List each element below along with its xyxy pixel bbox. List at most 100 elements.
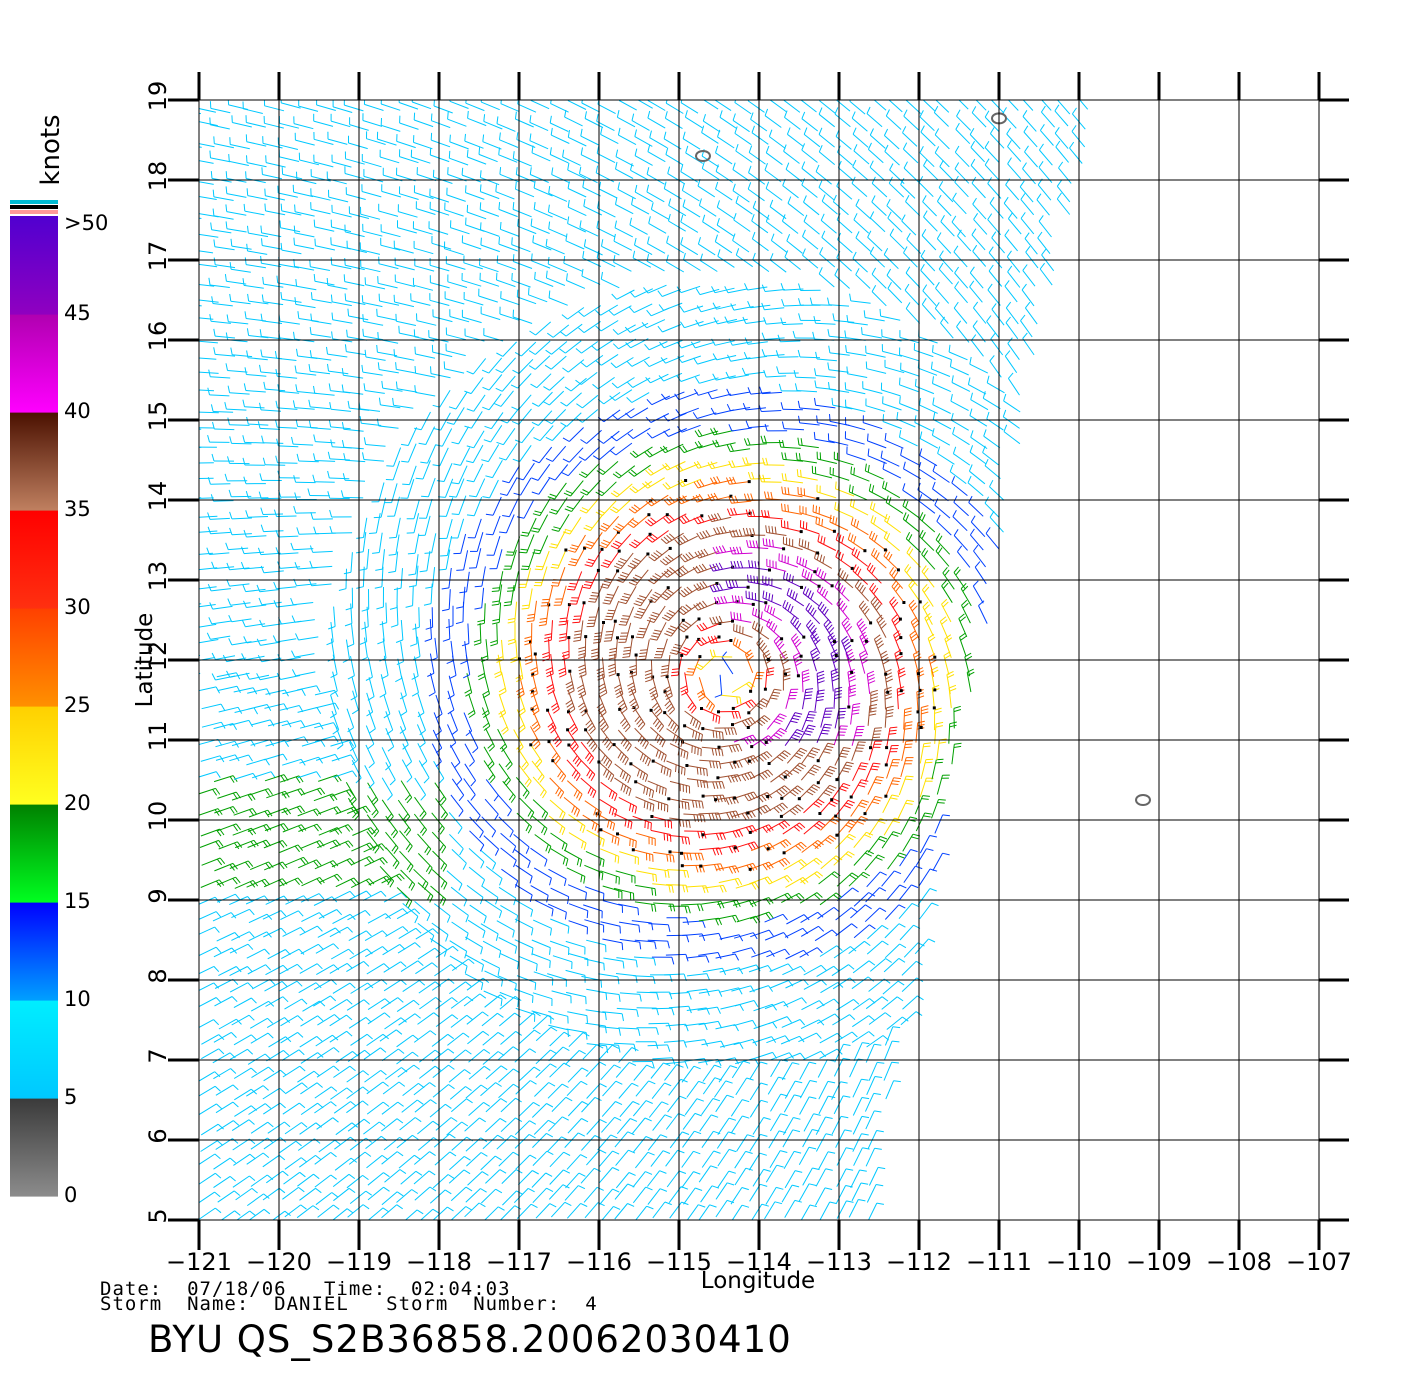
- wind-barb-feather: [407, 845, 413, 853]
- wind-barb-feather: [216, 829, 222, 837]
- wind-barb: [500, 711, 509, 730]
- wind-barb: [199, 603, 202, 605]
- wind-barb-feather: [679, 556, 686, 563]
- wind-barb-feather: [524, 792, 530, 799]
- wind-barb: [682, 798, 703, 802]
- wind-barb: [199, 1085, 216, 1097]
- wind-barb: [783, 997, 803, 1007]
- wind-barb: [785, 949, 804, 960]
- wind-barb: [614, 777, 632, 790]
- wind-barb-feather: [960, 635, 967, 641]
- wind-barb: [769, 980, 789, 989]
- wind-barb-feather: [726, 812, 731, 820]
- wind-barb: [586, 939, 606, 946]
- wind-barb: [702, 781, 723, 783]
- wind-barb: [243, 551, 265, 555]
- wind-barb: [330, 622, 334, 643]
- wind-barb: [216, 1120, 234, 1132]
- wind-barb-feather: [731, 915, 737, 923]
- wind-barb-feather: [603, 599, 612, 602]
- wind-barb: [625, 606, 635, 626]
- wind-barb-feather: [867, 677, 875, 681]
- wind-barb: [247, 823, 267, 832]
- wind-barb-feather: [604, 1012, 607, 1021]
- wind-barb: [647, 1170, 660, 1187]
- wind-barb-feather: [658, 786, 661, 794]
- wind-barb-feather: [768, 911, 774, 919]
- wind-barb: [247, 704, 268, 710]
- wind-barb-feather: [738, 760, 743, 768]
- wind-barb: [766, 565, 787, 572]
- wind-barb-feather: [609, 647, 617, 651]
- wind-barb-feather: [362, 1174, 369, 1181]
- wind-barb-feather: [703, 768, 705, 776]
- wind-barb-feather: [211, 673, 216, 681]
- wind-barb-feather: [527, 617, 535, 620]
- wind-barb-feather: [472, 747, 479, 754]
- wind-barb: [233, 1067, 252, 1079]
- wind-barb-feather: [639, 723, 646, 731]
- rain-flag: [600, 547, 604, 551]
- wind-barb-feather: [628, 582, 636, 586]
- wind-barb-feather: [699, 582, 705, 589]
- wind-barb: [715, 796, 736, 801]
- wind-barb-feather: [654, 904, 657, 912]
- wind-barb: [817, 906, 835, 920]
- colorbar-tick-label: 15: [64, 889, 91, 913]
- wind-barb: [734, 1167, 747, 1186]
- wind-barb-feather: [823, 726, 831, 729]
- wind-barb-feather: [232, 1084, 239, 1091]
- wind-barb-feather: [432, 1208, 440, 1214]
- wind-barb-feather: [544, 859, 548, 867]
- wind-barb: [684, 672, 689, 693]
- wind-barb: [682, 1130, 695, 1148]
- wind-barb-feather: [464, 951, 468, 959]
- wind-barb-feather: [904, 707, 912, 710]
- wind-barb: [782, 965, 801, 976]
- wind-barb: [665, 553, 683, 566]
- wind-barb-feather: [602, 726, 609, 733]
- wind-barb-feather: [583, 545, 592, 550]
- wind-barb: [781, 804, 798, 817]
- wind-barb: [468, 866, 485, 881]
- wind-barb-feather: [611, 835, 614, 843]
- wind-barb-feather: [696, 602, 702, 610]
- wind-barb: [686, 1204, 699, 1220]
- wind-barb-feather: [809, 1204, 818, 1208]
- wind-barb-feather: [870, 596, 876, 603]
- wind-barb-feather: [575, 774, 581, 782]
- wind-barb: [426, 550, 431, 571]
- wind-barb-feather: [395, 639, 404, 643]
- wind-barb-feather: [738, 934, 744, 942]
- wind-barb-feather: [686, 917, 689, 925]
- wind-barb: [883, 537, 900, 552]
- wind-barb-feather: [514, 995, 522, 1002]
- wind-barb-feather: [562, 1116, 569, 1121]
- wind-barb: [770, 1052, 790, 1061]
- wind-barb-feather: [782, 659, 790, 665]
- wind-barb-feather: [692, 730, 695, 738]
- wind-barb-feather: [615, 562, 623, 567]
- wind-barb: [700, 863, 721, 867]
- wind-barb: [417, 636, 421, 657]
- wind-barb-feather: [614, 809, 618, 818]
- wind-barb-feather: [563, 1169, 571, 1174]
- wind-barb: [614, 1203, 628, 1220]
- rain-flag: [529, 640, 532, 644]
- wind-barb: [397, 799, 411, 817]
- wind-barb: [381, 621, 385, 642]
- wind-barb-feather: [747, 718, 753, 725]
- wind-barb: [412, 585, 414, 606]
- wind-barb-feather: [512, 930, 515, 938]
- wind-barb-feather: [214, 1172, 222, 1179]
- wind-barb-feather: [687, 837, 691, 845]
- wind-barb-feather: [473, 639, 481, 643]
- wind-barb: [586, 1149, 601, 1166]
- wind-barb-feather: [834, 693, 842, 696]
- wind-barb-feather: [627, 1203, 635, 1207]
- wind-barb: [485, 728, 495, 747]
- wind-barb-feather: [851, 547, 856, 555]
- colorbar-stripe: [10, 210, 58, 214]
- wind-barb: [365, 725, 375, 745]
- wind-barb: [404, 1209, 418, 1220]
